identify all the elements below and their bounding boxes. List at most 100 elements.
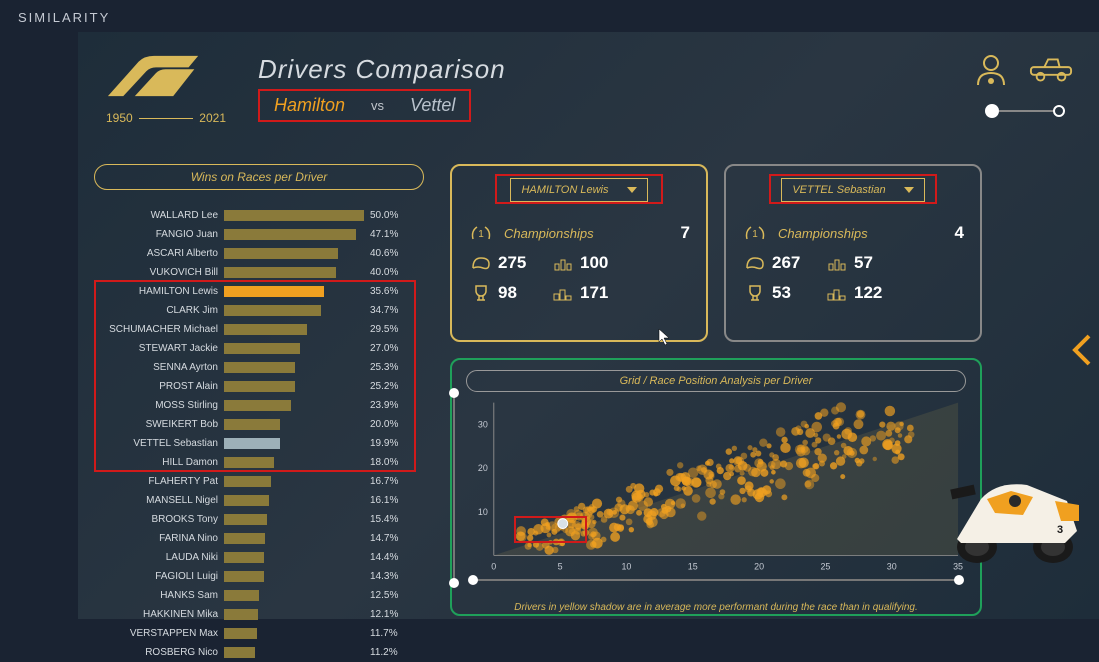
bar-row[interactable]: STEWART Jackie27.0%: [94, 339, 424, 357]
bar-label: LAUDA Niki: [94, 552, 224, 563]
bar-label: HILL Damon: [94, 457, 224, 468]
bar-track: [224, 362, 364, 373]
driver-icon[interactable]: [969, 52, 1013, 88]
podium-icon: [550, 282, 576, 304]
car-decoration: 3: [937, 451, 1087, 571]
logo-year-divider: [139, 118, 194, 119]
bar-row[interactable]: HANKS Sam12.5%: [94, 586, 424, 604]
scatter-panel: Grid / Race Position Analysis per Driver…: [450, 358, 982, 616]
bar-value: 35.6%: [370, 286, 398, 297]
scatter-title: Grid / Race Position Analysis per Driver: [466, 370, 966, 392]
scatter-y-slider[interactable]: [450, 388, 458, 588]
bar-label: HAMILTON Lewis: [94, 286, 224, 297]
bar-row[interactable]: SWEIKERT Bob 20.0%: [94, 415, 424, 433]
bar-value: 12.1%: [370, 609, 398, 620]
bar-row[interactable]: SENNA Ayrton25.3%: [94, 358, 424, 376]
bar-row[interactable]: FAGIOLI Luigi14.3%: [94, 567, 424, 585]
bar-track: [224, 628, 364, 639]
bar-value: 14.4%: [370, 552, 398, 563]
bar-value: 20.0%: [370, 419, 398, 430]
bar-track: [224, 533, 364, 544]
bar-value: 50.0%: [370, 210, 398, 221]
bar-value: 40.0%: [370, 267, 398, 278]
svg-text:15: 15: [688, 561, 698, 571]
bar-value: 11.2%: [370, 647, 398, 658]
bar-row[interactable]: VERSTAPPEN Max11.7%: [94, 624, 424, 642]
bar-row[interactable]: HAMILTON Lewis 35.6%: [94, 282, 424, 300]
vs-driver2: Vettel: [410, 95, 455, 116]
scatter-plot[interactable]: 05101520253035102030: [466, 396, 966, 574]
bar-label: SCHUMACHER Michael: [94, 324, 224, 335]
bar-row[interactable]: LAUDA Niki 14.4%: [94, 548, 424, 566]
bar-value: 16.1%: [370, 495, 398, 506]
bar-label: MOSS Stirling: [94, 400, 224, 411]
car-icon[interactable]: [1029, 52, 1073, 88]
bar-label: MANSELL Nigel: [94, 495, 224, 506]
bar-value: 16.7%: [370, 476, 398, 487]
driver1-select[interactable]: HAMILTON Lewis: [510, 178, 647, 202]
bar-label: PROST Alain: [94, 381, 224, 392]
fastest-lap-icon: [550, 252, 576, 274]
bar-track: [224, 476, 364, 487]
driver2-select-value: VETTEL Sebastian: [792, 184, 885, 196]
vs-label: vs: [371, 98, 384, 113]
scatter-x-slider[interactable]: [466, 576, 966, 584]
bar-track: [224, 438, 364, 449]
driver1-championships: 7: [681, 223, 690, 243]
bar-value: 34.7%: [370, 305, 398, 316]
fastest-lap-icon: [824, 252, 850, 274]
svg-text:10: 10: [478, 507, 488, 517]
bar-value: 47.1%: [370, 229, 398, 240]
scatter-footnote: Drivers in yellow shadow are in average …: [450, 602, 982, 613]
bar-value: 19.9%: [370, 438, 398, 449]
logo-block: 1950 2021: [106, 50, 226, 125]
bar-track: [224, 552, 364, 563]
bar-value: 25.2%: [370, 381, 398, 392]
bar-track: [224, 381, 364, 392]
bar-value: 27.0%: [370, 343, 398, 354]
svg-text:30: 30: [887, 561, 897, 571]
svg-text:10: 10: [621, 561, 631, 571]
bar-row[interactable]: PROST Alain 25.2%: [94, 377, 424, 395]
driver1-races: 275: [498, 253, 550, 273]
bar-label: SWEIKERT Bob: [94, 419, 224, 430]
bar-label: FANGIO Juan: [94, 229, 224, 240]
bar-value: 23.9%: [370, 400, 398, 411]
driver2-select[interactable]: VETTEL Sebastian: [781, 178, 924, 202]
bar-value: 40.6%: [370, 248, 398, 259]
bar-row[interactable]: MANSELL Nigel 16.1%: [94, 491, 424, 509]
bar-label: SENNA Ayrton: [94, 362, 224, 373]
bar-row[interactable]: CLARK Jim34.7%: [94, 301, 424, 319]
bar-track: [224, 248, 364, 259]
bar-track: [224, 286, 364, 297]
page-title: Drivers Comparison: [258, 54, 506, 85]
bar-row[interactable]: MOSS Stirling 23.9%: [94, 396, 424, 414]
bar-row[interactable]: FANGIO Juan 47.1%: [94, 225, 424, 243]
bar-row[interactable]: FLAHERTY Pat16.7%: [94, 472, 424, 490]
bar-label: ROSBERG Nico: [94, 647, 224, 658]
bar-row[interactable]: VUKOVICH Bill40.0%: [94, 263, 424, 281]
chevron-down-icon: [627, 187, 637, 193]
svg-text:1: 1: [752, 229, 758, 240]
championships-label: Championships: [504, 226, 594, 241]
bar-row[interactable]: SCHUMACHER Michael29.5%: [94, 320, 424, 338]
vs-driver1: Hamilton: [274, 95, 345, 116]
bar-value: 12.5%: [370, 590, 398, 601]
logo-year-from: 1950: [106, 111, 133, 125]
podium-icon: [824, 282, 850, 304]
bar-row[interactable]: WALLARD Lee 50.0%: [94, 206, 424, 224]
bar-row[interactable]: BROOKS Tony15.4%: [94, 510, 424, 528]
bar-label: WALLARD Lee: [94, 210, 224, 221]
page-slider[interactable]: [985, 104, 1065, 118]
bar-value: 14.3%: [370, 571, 398, 582]
bar-row[interactable]: HAKKINEN Mika12.1%: [94, 605, 424, 623]
bar-value: 15.4%: [370, 514, 398, 525]
driver1-card: HAMILTON Lewis 1 Championships 7 275 100…: [450, 164, 708, 342]
next-page-arrow[interactable]: [1069, 332, 1093, 376]
bar-row[interactable]: VETTEL Sebastian19.9%: [94, 434, 424, 452]
bar-row[interactable]: HILL Damon18.0%: [94, 453, 424, 471]
bar-row[interactable]: ASCARI Alberto40.6%: [94, 244, 424, 262]
bar-row[interactable]: FARINA Nino14.7%: [94, 529, 424, 547]
bar-row[interactable]: ROSBERG Nico 11.2%: [94, 643, 424, 661]
wins-bar-list: WALLARD Lee 50.0% FANGIO Juan 47.1% ASCARI A…: [94, 206, 424, 661]
